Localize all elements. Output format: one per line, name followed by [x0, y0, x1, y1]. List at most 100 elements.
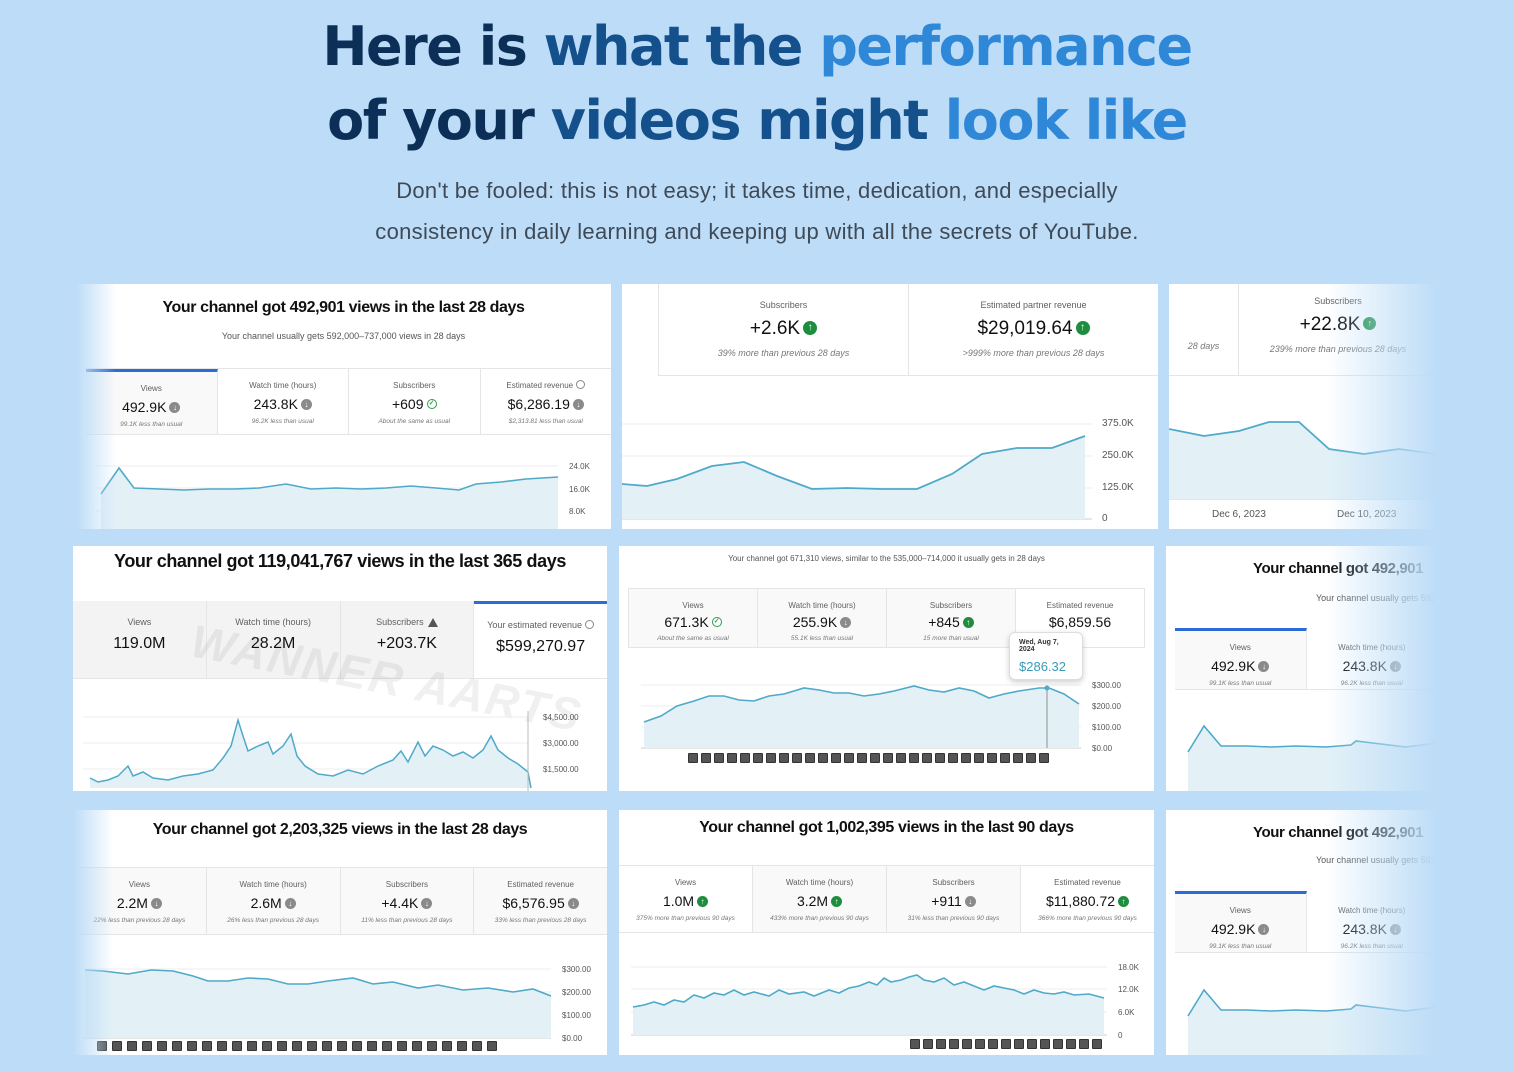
- heading-part: of your: [327, 89, 551, 152]
- card-subtitle: Your channel usually gets 592,0: [1316, 855, 1437, 865]
- views-line: [100, 466, 559, 495]
- tab-label: Estimated revenue: [507, 880, 574, 889]
- tab-label: Subscribers: [385, 880, 428, 889]
- tab-note: 11% less than previous 28 days: [361, 917, 453, 924]
- up-icon: ↑: [1075, 320, 1090, 335]
- tab-watch-time[interactable]: Watch time (hours) 28.2M: [206, 601, 341, 678]
- metric-tabs: Views 492.9K ↓ 99.1K less than usual Watch …: [1175, 628, 1437, 690]
- card-title: Your channel got 492,901: [1253, 824, 1424, 841]
- y-tick: $4,500.00: [543, 713, 579, 722]
- tab-revenue[interactable]: Estimated revenue $6,286.19 ↓ $2,313.81 les…: [481, 369, 612, 434]
- warning-icon: [427, 618, 438, 628]
- tab-note: >999% more than previous 28 days: [962, 348, 1105, 358]
- tab-watch-time[interactable]: Watch time (hours) 243.8K ↓ 96.2K less than…: [218, 369, 349, 434]
- revenue-line: [89, 717, 532, 789]
- y-tick: 16.0K: [569, 485, 591, 494]
- down-icon: ↓: [1258, 660, 1270, 672]
- tab-views[interactable]: Views 2.2M ↓ 22% less than previous 28 days: [73, 868, 207, 934]
- tab-value: 492.9K ↓: [86, 399, 217, 415]
- down-icon: ↓: [1389, 923, 1401, 935]
- y-tick: 125.0K: [1102, 482, 1134, 493]
- tab-views[interactable]: Views 1.0M ↑ 375% more than previous 90 day…: [619, 866, 753, 932]
- subscribers-chart: 375.0K 250.0K 125.0K 0: [622, 418, 1134, 524]
- tab-subscribers[interactable]: Subscribers +911 ↓ 31% less than previous 9…: [887, 866, 1021, 932]
- tab-note: 433% more than previous 90 days: [770, 915, 869, 922]
- card-title: Your channel got 2,203,325 views in the …: [152, 821, 528, 838]
- tab-note: 33% less than previous 28 days: [494, 917, 587, 924]
- tab-views[interactable]: Views 492.9K ↓ 99.1K less than usual: [1175, 891, 1307, 952]
- tab-note: 96.2K less than usual: [1340, 680, 1403, 687]
- tab-value: +609 ✓: [349, 396, 480, 412]
- tab-label: Estimated partner revenue: [980, 300, 1087, 310]
- revenue-chart: $4,500.00 $3,000.00 $1,500.00: [83, 711, 579, 791]
- tab-value: $6,286.19 ↓: [481, 396, 612, 412]
- tab-revenue[interactable]: Estimated revenue $6,576.95 ↓ 33% less than…: [474, 868, 607, 934]
- subscribers-area: [622, 436, 1085, 519]
- down-icon: ↓: [1258, 923, 1270, 935]
- tab-revenue[interactable]: Estimated revenue $11,880.72 ↑ 366% more th…: [1021, 866, 1154, 932]
- tab-watch-time[interactable]: Watch time (hours) 243.8K ↓ 96.2K less than…: [1307, 891, 1438, 952]
- tab-note: 28 days: [1187, 341, 1220, 351]
- tab-value: $11,880.72 ↑: [1021, 893, 1154, 909]
- up-icon: ↑: [831, 895, 843, 907]
- tab-previous[interactable]: 28 days: [1169, 284, 1239, 375]
- tab-note: 99.1K less than usual: [1209, 943, 1272, 950]
- tab-watch-time[interactable]: Watch time (hours) 255.9K ↓ 55.1K less than…: [758, 589, 887, 647]
- tab-partner-revenue[interactable]: Estimated partner revenue $29,019.64 ↑ >999…: [909, 284, 1158, 375]
- views-line: [632, 974, 1105, 1008]
- tab-subscribers[interactable]: Subscribers +4.4K ↓ 11% less than previous …: [341, 868, 475, 934]
- tab-views[interactable]: Views 492.9K ↓ 99.1K less than usual: [86, 369, 218, 434]
- views-chart: [1187, 724, 1437, 791]
- clock-icon: [576, 380, 586, 390]
- heading-part: videos might: [550, 89, 945, 152]
- y-tick: $1,500.00: [543, 765, 579, 774]
- views-line: [1187, 724, 1437, 753]
- down-icon: ↓: [284, 897, 296, 909]
- down-icon: ↓: [421, 897, 433, 909]
- y-tick: 8.0K: [569, 507, 586, 516]
- views-line: [1187, 988, 1437, 1017]
- down-icon: ↓: [840, 616, 852, 628]
- clock-icon: [584, 620, 594, 630]
- y-tick: $100.00: [1092, 723, 1121, 732]
- up-icon: ↑: [962, 616, 974, 628]
- tab-watch-time[interactable]: Watch time (hours) 3.2M ↑ 433% more than pr…: [753, 866, 887, 932]
- tab-views[interactable]: Views 119.0M: [73, 601, 207, 678]
- tab-subscribers[interactable]: Subscribers +203.7K: [340, 601, 475, 678]
- tab-subscribers[interactable]: Subscribers +2.6K ↑ 39% more than previous …: [658, 284, 909, 375]
- analytics-screenshot-1: Your channel got 492,901 views in the la…: [76, 284, 611, 529]
- tab-value: 243.8K ↓: [1307, 658, 1438, 674]
- views-area: [1188, 726, 1437, 791]
- tab-subscribers[interactable]: Subscribers +845 ↑ 15 more than usual: [887, 589, 1016, 647]
- tab-label: Subscribers: [932, 878, 975, 887]
- views-chart: 18.0K 12.0K 6.0K 0: [631, 963, 1140, 1040]
- tab-watch-time[interactable]: Watch time (hours) 2.6M ↓ 26% less than pre…: [207, 868, 341, 934]
- views-chart: 24.0K 16.0K 8.0K: [96, 462, 591, 529]
- tab-revenue[interactable]: Estimated revenue $6,859.56: [1016, 589, 1144, 647]
- views-area: [633, 975, 1104, 1035]
- metric-tabs: Views 1.0M ↑ 375% more than previous 90 day…: [619, 865, 1154, 933]
- y-tick: $200.00: [1092, 702, 1121, 711]
- card-subtitle: Your channel usually gets 592,: [1316, 593, 1437, 603]
- card-subtitle: Your channel got 671,310 views, similar …: [728, 554, 1045, 563]
- down-icon: ↓: [150, 897, 162, 909]
- y-tick: $200.00: [562, 988, 591, 997]
- y-tick: 6.0K: [1118, 1008, 1135, 1017]
- tab-value: 28.2M: [250, 635, 296, 652]
- y-tick: 24.0K: [569, 462, 591, 471]
- tab-views[interactable]: Views 492.9K ↓ 99.1K less than usual: [1175, 628, 1307, 689]
- tab-revenue[interactable]: Your estimated revenue $599,270.97: [474, 601, 607, 678]
- tab-subscribers[interactable]: Subscribers +609 ✓ About the same as usual: [349, 369, 481, 434]
- tab-watch-time[interactable]: Watch time (hours) 243.8K ↓ 96.2K less than…: [1307, 628, 1438, 689]
- tab-label: Views: [128, 880, 150, 889]
- tab-subscribers[interactable]: Subscribers +22.8K ↑ 239% more than previou…: [1239, 284, 1437, 375]
- check-icon: ✓: [711, 617, 722, 628]
- tab-note: 239% more than previous 28 days: [1269, 344, 1407, 354]
- tab-label: Watch time (hours): [1338, 906, 1406, 915]
- tab-note: 366% more than previous 90 days: [1038, 915, 1137, 922]
- tab-label: Watch time (hours): [239, 880, 307, 889]
- tab-views[interactable]: Views 671.3K ✓ About the same as usual: [629, 589, 758, 647]
- tab-value: +203.7K: [376, 635, 437, 653]
- analytics-screenshot-4: Your channel got 119,041,767 views in th…: [73, 546, 607, 791]
- y-tick: $0.00: [562, 1034, 583, 1043]
